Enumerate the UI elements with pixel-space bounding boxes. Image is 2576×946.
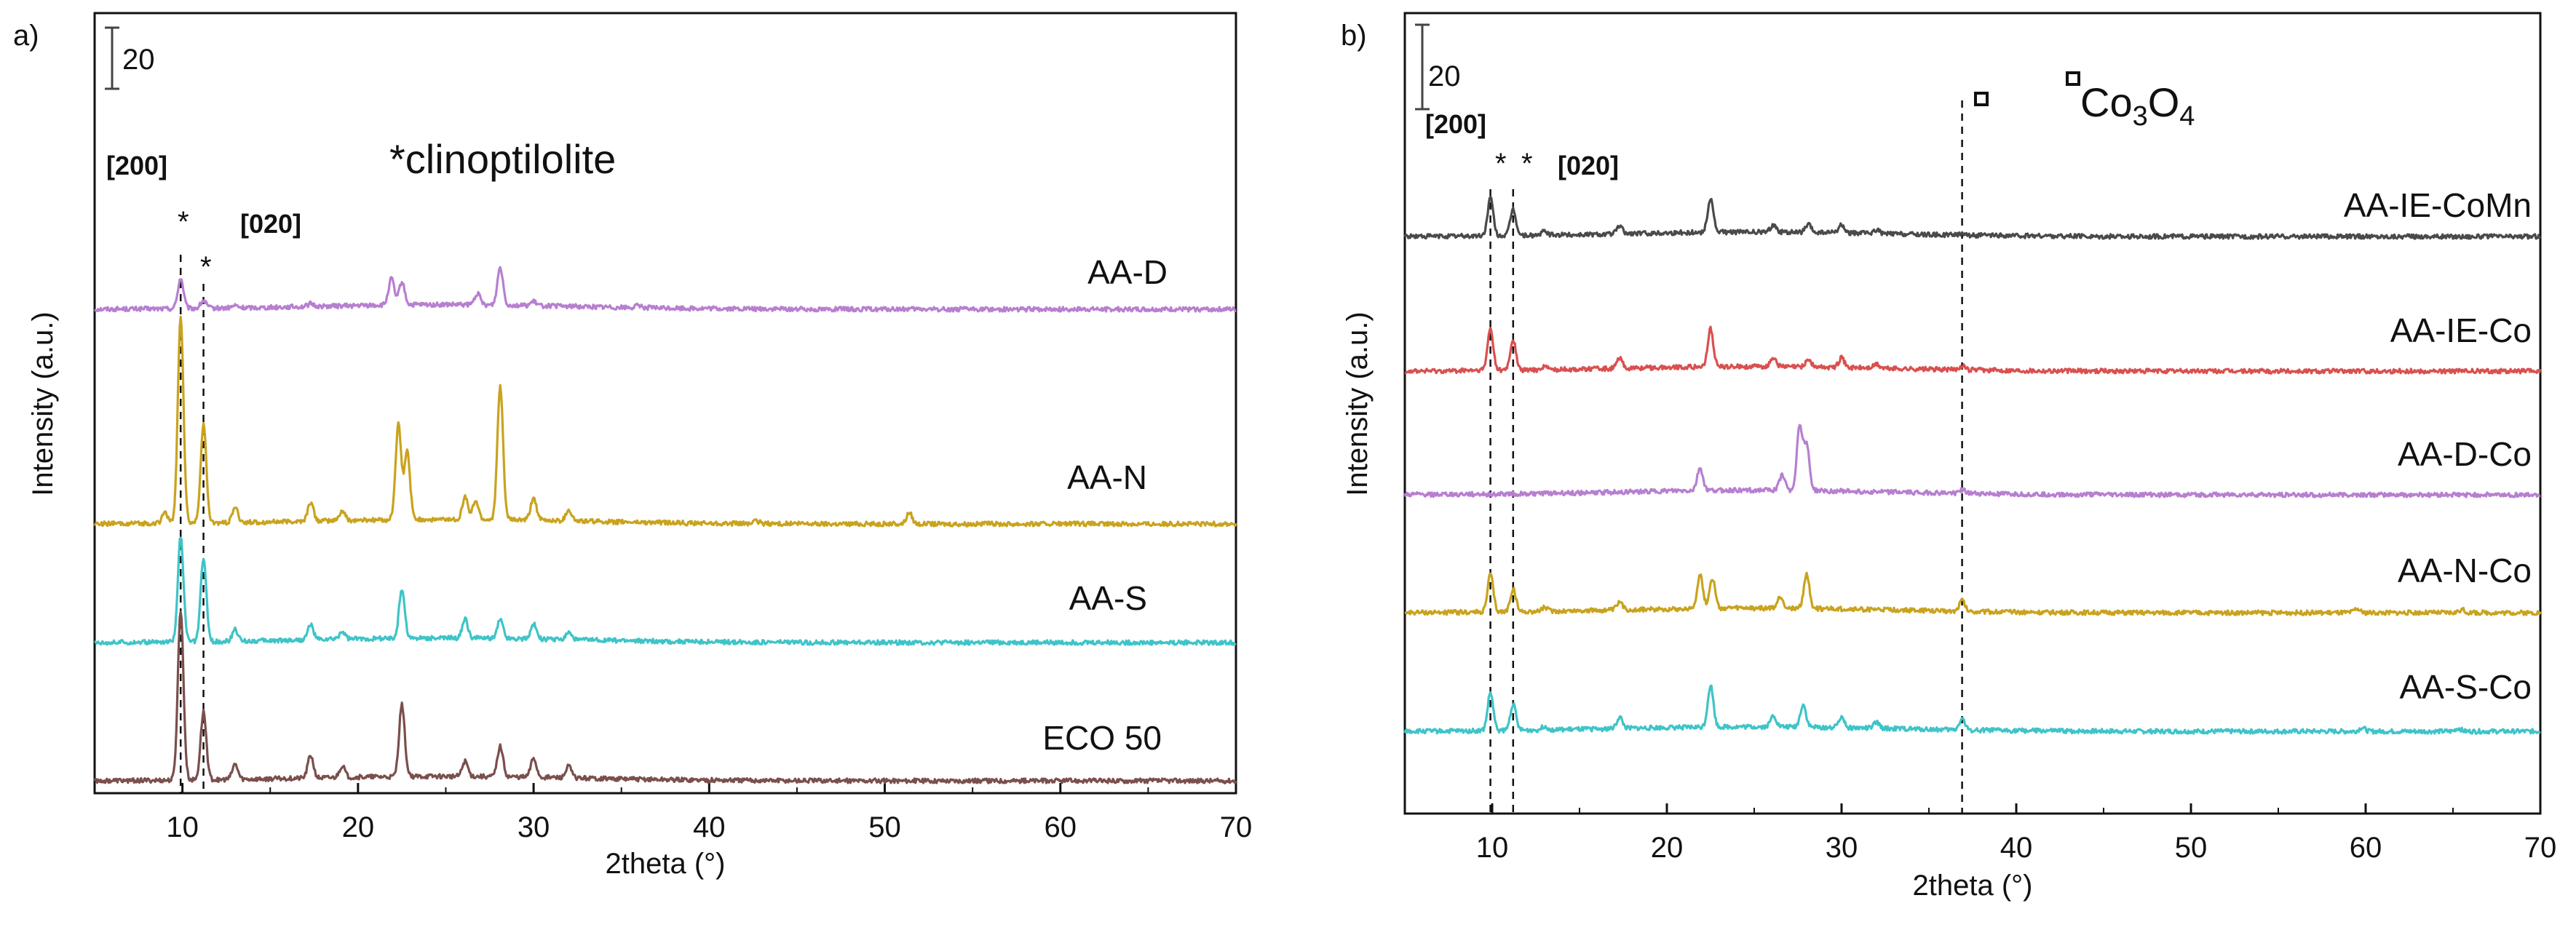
panel-b-ylabel: Intensity (a.u.) [1341, 311, 1374, 496]
panel-a-x-tick-label: 20 [342, 811, 375, 843]
panel-b-co3o4-legend-marker [2066, 71, 2080, 86]
panel-a-plane-200: [200] [106, 151, 167, 180]
panel-b-series-label: AA-IE-CoMn [2344, 186, 2532, 224]
panel-b-x-tick-label: 30 [1826, 832, 1858, 864]
panel-a-series-eco-50 [93, 611, 1237, 784]
panel-a-x-tick-label: 10 [166, 811, 199, 843]
panel-a-label: a) [13, 20, 39, 52]
panel-a-series-aa-n [93, 315, 1237, 528]
panel-b-x-tick-label: 20 [1651, 832, 1684, 864]
panel-b-star-020: * [1521, 148, 1533, 180]
panel-a-series-label: AA-N [1067, 458, 1147, 496]
panel-b-co3o4-peak-marker [1974, 92, 1989, 106]
panel-a-x-tick-label: 50 [868, 811, 901, 843]
panel-a-x-tick-label: 60 [1045, 811, 1077, 843]
panel-b-series-label: AA-IE-Co [2390, 311, 2532, 349]
panel-a-star-020: * [200, 251, 212, 283]
panel-b-series-aa-ie-comn [1403, 195, 2542, 240]
panel-b-x-tick-label: 60 [2350, 832, 2382, 864]
panel-b-series-aa-ie-co [1404, 325, 2542, 375]
co3o4-co: Co [2080, 79, 2133, 125]
panel-b-scale-bar [1415, 23, 1430, 111]
panel-b-series-label: AA-N-Co [2398, 552, 2532, 589]
panel-a-x-tick-label: 40 [693, 811, 726, 843]
panel-a-clinoptilolite-label: *clinoptilolite [389, 136, 616, 182]
panel-a-plane-020: [020] [240, 209, 301, 239]
panel-a-series: AA-D AA-N AA-S ECO 50 [93, 253, 1237, 784]
panel-b-series-aa-d-co [1403, 424, 2541, 498]
panel-b-plane-200: [200] [1425, 109, 1486, 139]
panel-b-series-label: AA-D-Co [2398, 435, 2532, 473]
panel-a-x-axis: 10 20 30 40 50 60 70 [94, 783, 1253, 843]
panel-a-x-tick-label: 30 [518, 811, 550, 843]
panel-b-x-tick-label: 40 [2000, 832, 2033, 864]
co3o4-o: O [2148, 79, 2180, 125]
panel-b-plane-020: [020] [1558, 151, 1619, 180]
panel-a-xlabel: 2theta (°) [606, 848, 726, 880]
panel-a-scale-bar [105, 26, 119, 90]
panel-b-x-tick-label: 70 [2524, 832, 2557, 864]
panel-b-series: AA-IE-CoMn AA-IE-Co AA-D-Co AA-N-Co AA-S-Co [1403, 92, 2542, 735]
panel-b-x-axis: 10 20 30 40 50 60 70 [1404, 803, 2557, 864]
panel-a-series-aa-d [93, 266, 1237, 313]
panel-b-co3o4-legend: Co3O4 [2080, 79, 2195, 132]
panel-a-x-tick-label: 70 [1220, 811, 1253, 843]
panel-a-frame [93, 12, 1237, 795]
co3o4-sub-3: 3 [2133, 101, 2148, 132]
panel-b-star-200: * [1495, 148, 1507, 180]
panel-a-reference-lines [179, 255, 205, 793]
panel-b-x-tick-label: 10 [1476, 832, 1509, 864]
panel-a-series-aa-s [94, 536, 1237, 646]
panel-a-star-200: * [178, 206, 189, 238]
co3o4-sub-4: 4 [2179, 101, 2195, 132]
panel-a-ylabel: Intensity (a.u.) [27, 311, 59, 496]
panel-b-xlabel: 2theta (°) [1913, 870, 2033, 902]
panel-b-x-tick-label: 50 [2175, 832, 2208, 864]
panel-a-series-label: AA-S [1069, 579, 1147, 617]
panel-b-series-label: AA-S-Co [2400, 668, 2532, 706]
panel-b-label: b) [1341, 20, 1367, 52]
panel-b-scale-label: 20 [1428, 60, 1461, 92]
panel-a-series-label: ECO 50 [1042, 719, 1162, 757]
panel-b-frame [1403, 12, 2542, 815]
panel-a-series-label: AA-D [1087, 253, 1168, 291]
panel-a-scale-label: 20 [122, 44, 155, 76]
panel-b-reference-lines [1489, 100, 1963, 814]
panel-b-series-aa-n-co [1404, 571, 2542, 616]
panel-b-series-aa-s-co [1403, 684, 2541, 735]
